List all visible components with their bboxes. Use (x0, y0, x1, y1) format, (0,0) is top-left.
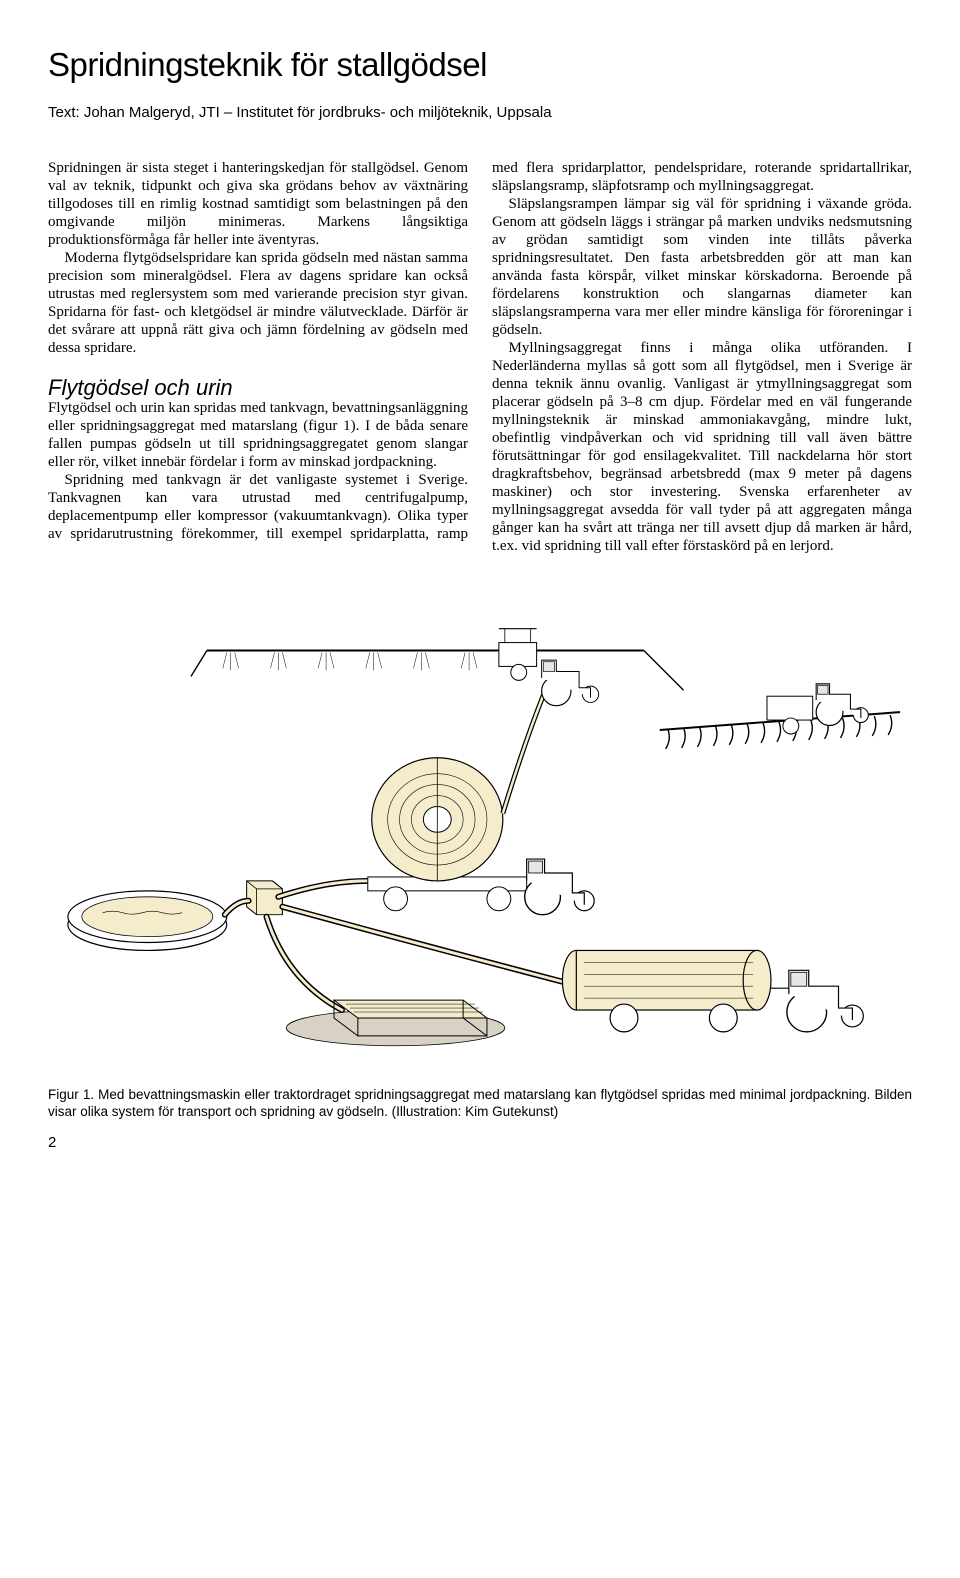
body-columns: Spridningen är sista steget i hanterings… (48, 159, 912, 555)
tanker-icon (562, 950, 794, 1031)
page-title: Spridningsteknik för stallgödsel (48, 46, 912, 84)
injector-rig-icon (660, 696, 900, 749)
body-p3: Flytgödsel och urin kan spridas med tank… (48, 399, 468, 471)
body-p6: Myllningsaggregat finns i många olika ut… (492, 339, 912, 555)
page-number: 2 (48, 1134, 912, 1151)
figure-1-caption: Figur 1. Med bevattningsmaskin eller tra… (48, 1086, 912, 1120)
body-p5: Släpslangsrampen lämpar sig väl för spri… (492, 195, 912, 339)
body-p2: Moderna flytgödselspridare kan sprida gö… (48, 249, 468, 357)
figure-1 (48, 583, 912, 1050)
byline: Text: Johan Malgeryd, JTI – Institutet f… (48, 104, 912, 121)
subhead-flytgodsel: Flytgödsel och urin (48, 379, 468, 397)
hose-pump-to-reel (278, 881, 367, 897)
tractor-reel-icon (525, 859, 595, 915)
tractor-tanker-icon (787, 970, 863, 1032)
hose-pump-to-ramp (266, 917, 341, 1010)
slurry-pit-icon (68, 891, 227, 951)
tractor-boom-icon (542, 660, 599, 706)
body-p1: Spridningen är sista steget i hanterings… (48, 159, 468, 249)
hose-reel-icon (368, 692, 545, 910)
figure-1-svg (48, 583, 912, 1050)
spray-boom-icon (191, 629, 684, 691)
